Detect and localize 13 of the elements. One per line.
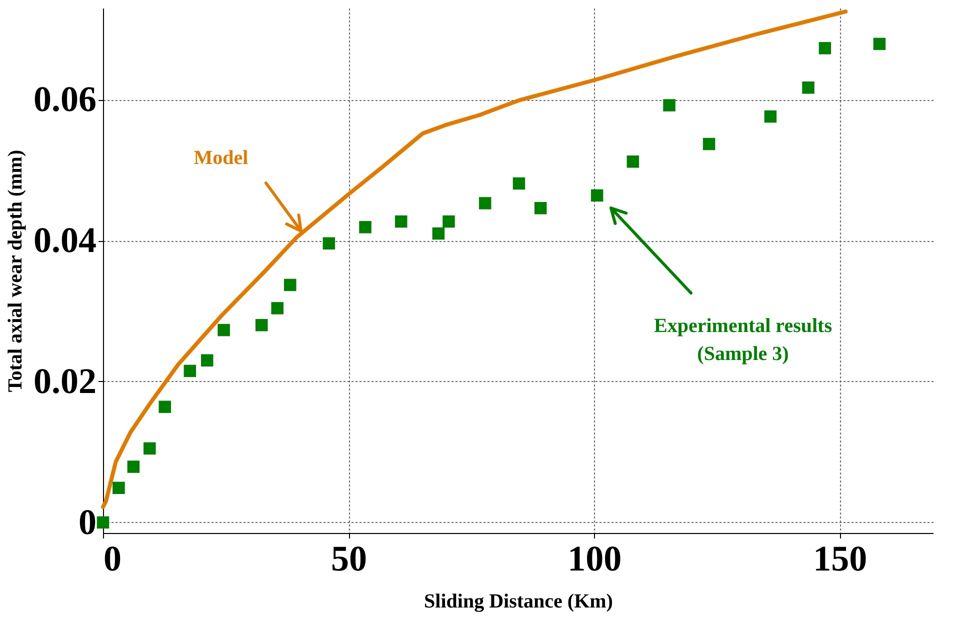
y-axis-title: Total axial wear depth (mm) — [4, 150, 26, 392]
y-tick-label: 0.06 — [34, 79, 96, 120]
y-tick-label: 0.02 — [34, 360, 96, 401]
y-tick-label: 0 — [78, 502, 96, 542]
x-tick-label: 150 — [813, 538, 868, 578]
annotation: Experimental results (Sample 3) — [654, 315, 832, 365]
x-tick-label: 50 — [331, 538, 368, 578]
x-axis-title: Sliding Distance (Km) — [424, 590, 613, 612]
x-tick-label: 100 — [568, 538, 622, 578]
y-tick-label: 0.04 — [34, 220, 96, 260]
line-series — [101, 10, 848, 509]
annotation: Model — [194, 147, 249, 169]
x-tick-label: 0 — [104, 538, 122, 578]
